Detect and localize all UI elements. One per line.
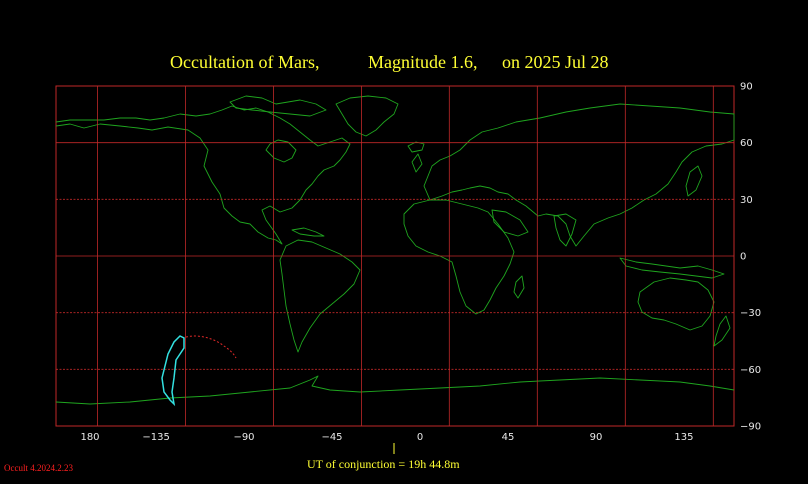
longitude-label: 90 (590, 432, 603, 443)
longitude-label: 135 (674, 432, 693, 443)
coastline-south-america (279, 239, 361, 353)
latitude-label: −90 (740, 422, 761, 433)
title-magnitude: Magnitude 1.6, (368, 52, 478, 72)
occultation-visibility-curve (161, 335, 185, 407)
coastline-antarctica (55, 375, 735, 405)
conjunction-time: UT of conjunction = 19h 44.8m (307, 457, 460, 471)
latitude-labels: 90 60 30 0 −30 −60 −90 (740, 82, 761, 433)
coastline-japan (685, 165, 703, 197)
latitude-label: 90 (740, 82, 753, 93)
coordinate-grid (56, 86, 734, 426)
coastline-british-isles (411, 153, 423, 173)
coastline-hudson-bay (265, 139, 297, 163)
coastline-north-america (55, 105, 351, 245)
latitude-label: 30 (740, 195, 753, 206)
longitude-label: 180 (80, 432, 99, 443)
longitude-labels: 180 −135 −90 −45 0 45 90 135 (80, 432, 693, 443)
coastlines (55, 95, 735, 405)
coastline-australia (637, 277, 715, 331)
coastline-new-zealand (713, 315, 731, 347)
dotted-limit-line (185, 335, 237, 359)
longitude-label: −45 (321, 432, 342, 443)
version-label: Occult 4.2024.2.23 (4, 463, 73, 473)
title-date: on 2025 Jul 28 (502, 52, 609, 72)
coastline-india (553, 213, 577, 247)
longitude-label: −90 (233, 432, 254, 443)
coastline-iceland (407, 141, 425, 153)
coastline-madagascar (513, 275, 525, 299)
coastline-indonesia (619, 257, 725, 279)
latitude-label: −60 (740, 365, 761, 376)
longitude-label: −135 (142, 432, 169, 443)
coastline-arabia (491, 209, 529, 237)
longitude-label: 45 (502, 432, 515, 443)
coastline-caribbean (291, 227, 325, 237)
latitude-label: 0 (740, 252, 746, 263)
coastline-greenland (335, 95, 399, 137)
coastline-eurasia (423, 103, 735, 247)
longitude-label: 0 (417, 432, 423, 443)
coastline-africa (403, 199, 515, 315)
latitude-label: −30 (740, 308, 761, 319)
coastline-arctic-islands (229, 95, 327, 117)
latitude-label: 60 (740, 138, 753, 149)
title-object: Occultation of Mars, (170, 52, 319, 72)
